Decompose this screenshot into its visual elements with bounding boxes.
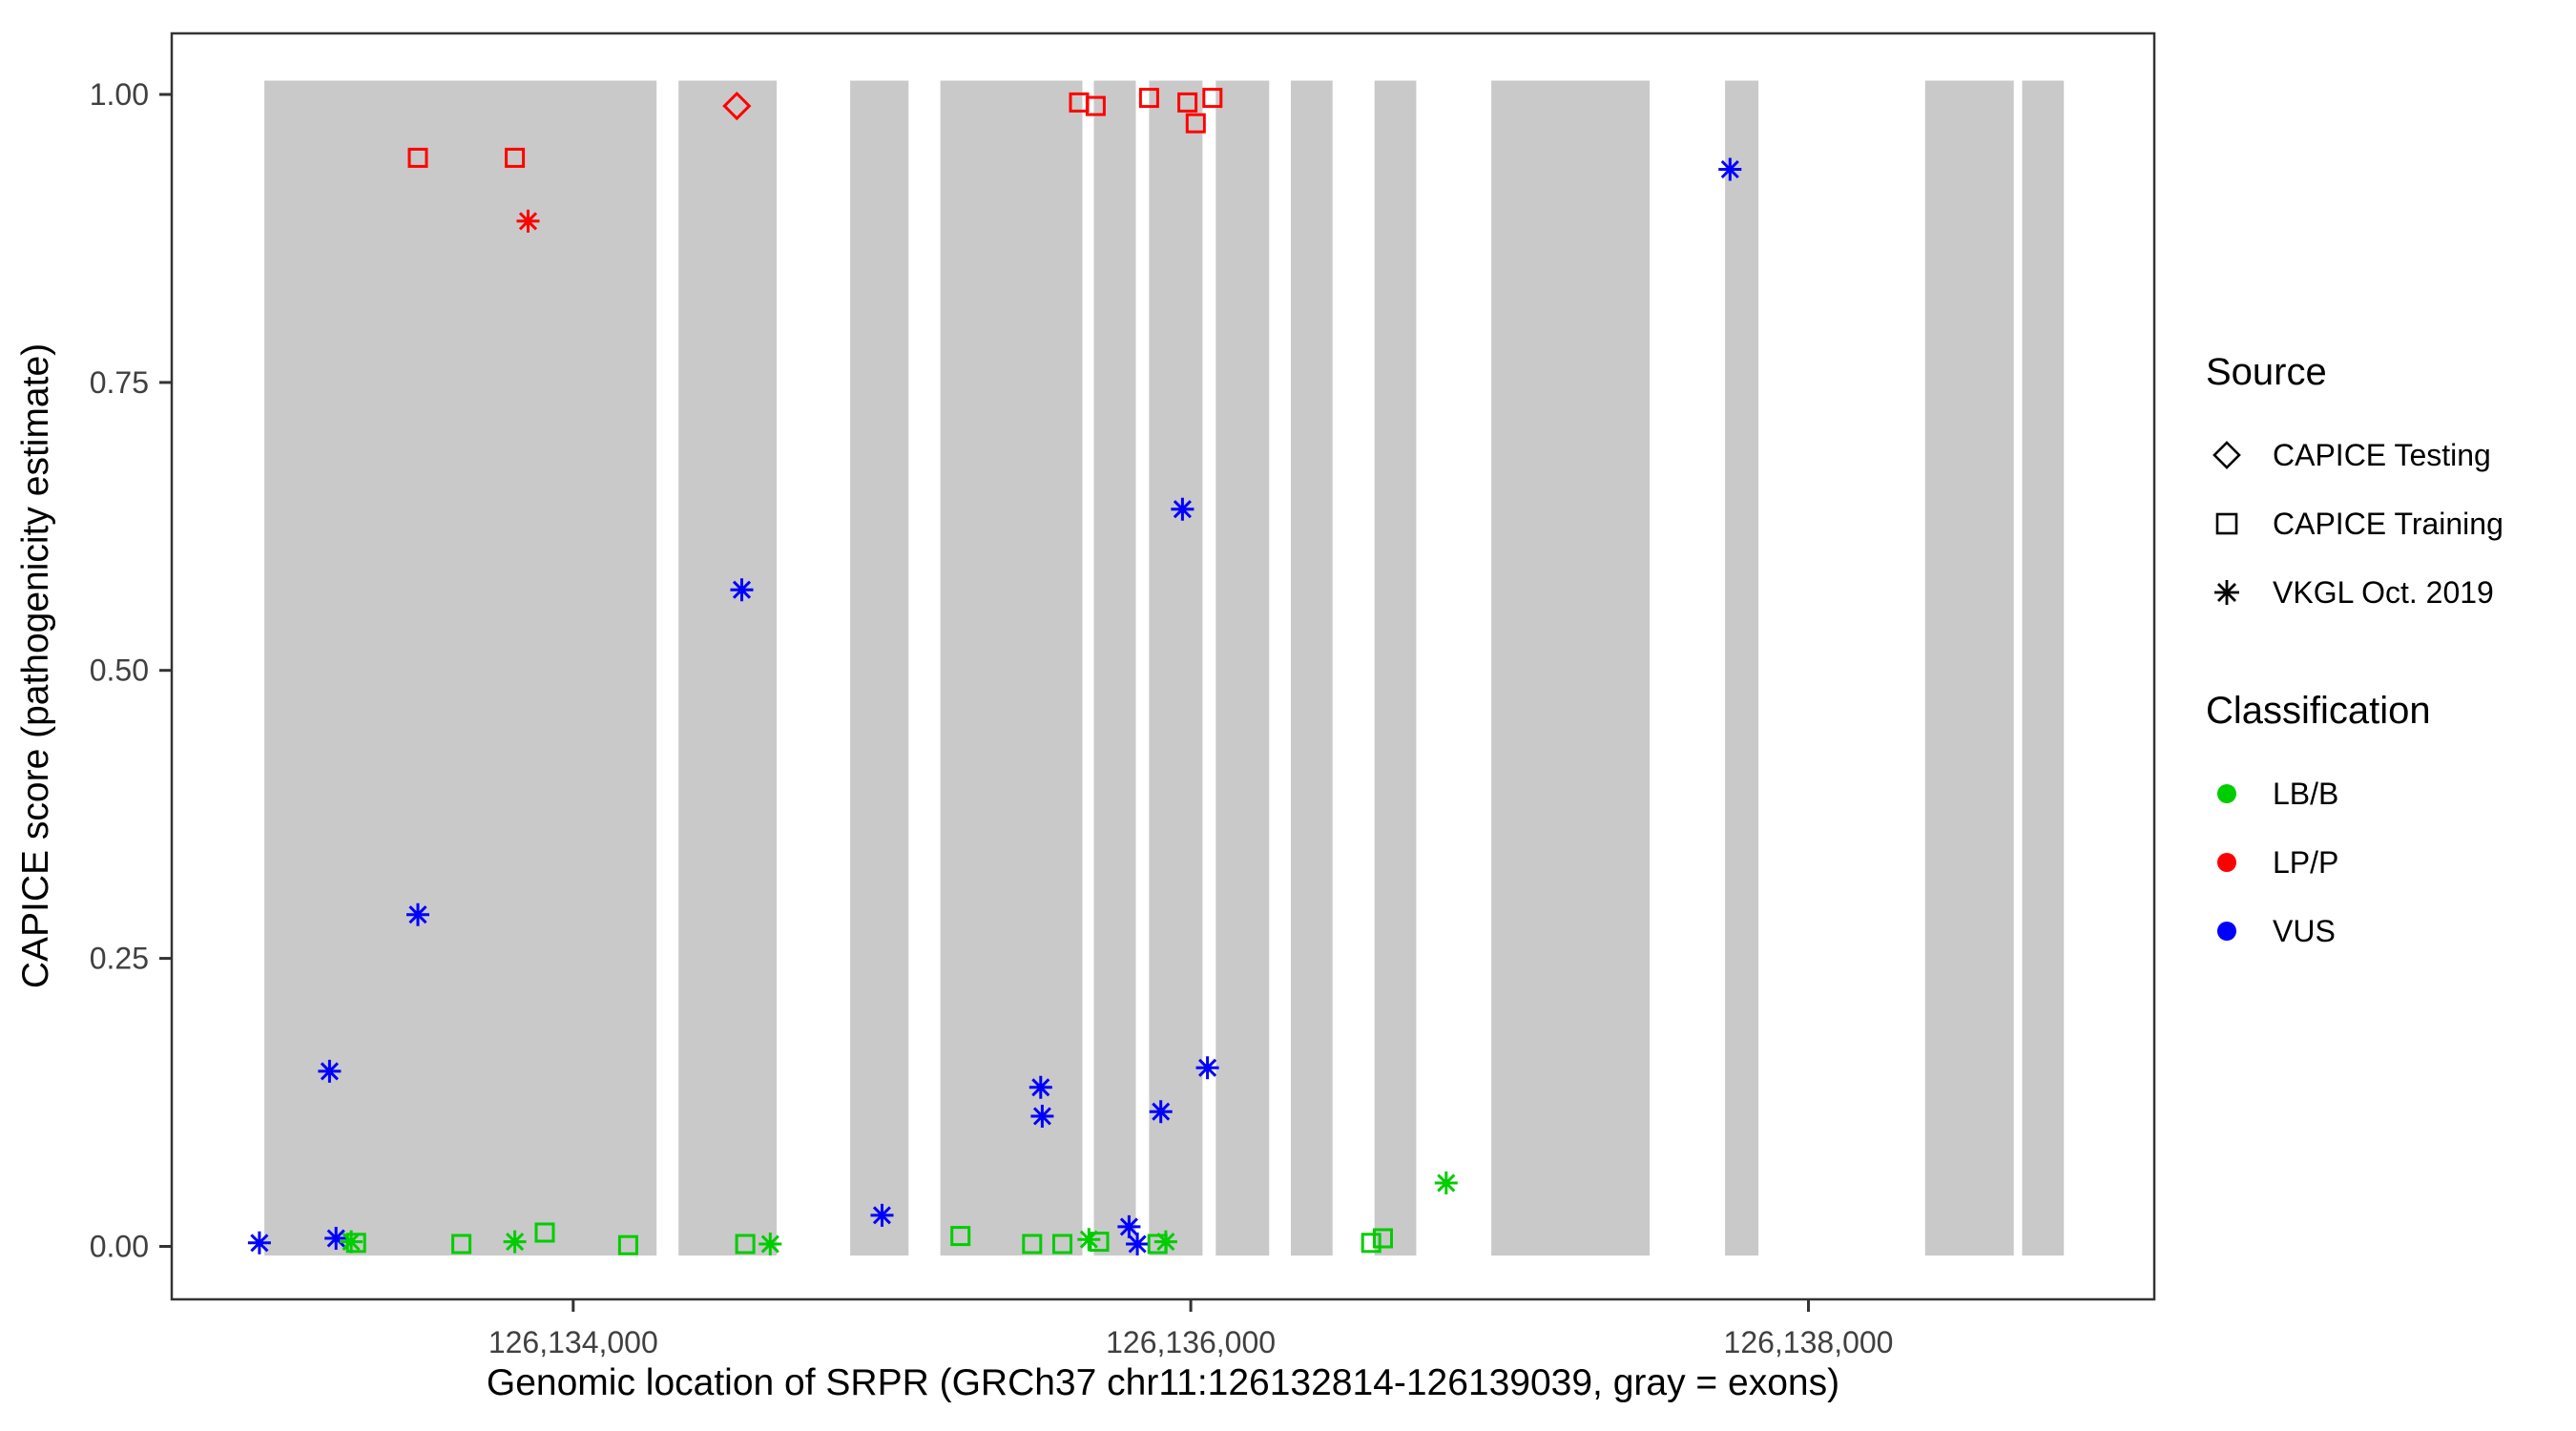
data-point [345,1233,366,1254]
data-point [505,147,526,168]
data-point [1202,88,1223,109]
legend: Source CAPICE Testing CAPICE Training VK… [2206,351,2503,1028]
data-point [1117,1214,1141,1238]
exon-band [850,80,909,1256]
legend-item-label: VUS [2273,913,2336,948]
data-point [318,1059,342,1083]
data-point [1185,113,1206,134]
blue-dot-icon [2217,922,2236,941]
data-point [1138,88,1159,109]
data-point [503,1230,527,1254]
data-point [1177,92,1198,113]
data-point [406,902,429,926]
data-point [1126,1233,1150,1255]
legend-item-capice-testing: CAPICE Testing [2206,421,2503,489]
square-open-icon [2215,512,2238,535]
legend-item-vus: VUS [2206,897,2503,965]
legend-item-label: CAPICE Testing [2273,437,2491,472]
exon-band [2022,80,2065,1256]
series-lpp-asterisk [516,209,540,233]
exon-band [678,80,778,1256]
series-lbb-square-open [345,1222,1393,1255]
exon-band [1924,80,2014,1256]
diamond-open-icon [2212,441,2241,469]
legend-item-label: LP/P [2273,844,2339,880]
data-point [1718,157,1742,181]
data-point [1434,1172,1458,1194]
data-point [324,1227,348,1250]
data-point [1147,1234,1168,1255]
data-point [407,147,428,168]
y-tick-label: 0.00 [90,1230,149,1264]
legend-item-label: VKGL Oct. 2019 [2273,574,2494,610]
data-point [534,1222,555,1243]
data-point [1022,1234,1043,1255]
exon-band [264,80,657,1256]
exon-band [1491,80,1651,1256]
data-point [730,578,754,602]
x-tick-label: 126,134,000 [488,1325,658,1359]
y-tick-label: 0.50 [90,653,149,688]
y-tick-label: 1.00 [90,77,149,112]
x-tick-label: 126,138,000 [1724,1325,1894,1359]
y-axis-title: CAPICE score (pathogenicity estimate) [15,342,56,989]
legend-title-classification: Classification [2206,690,2431,732]
data-point [950,1226,971,1247]
data-point [1171,497,1195,521]
series-lpp-square-open [407,88,1223,168]
data-point [1028,1075,1052,1099]
legend-title-source: Source [2206,351,2327,393]
data-point [617,1234,638,1255]
x-tick-label: 126,136,000 [1106,1325,1276,1359]
data-point [1085,95,1106,116]
exon-band [940,80,1083,1256]
data-point [451,1234,472,1255]
data-point [1195,1056,1219,1080]
legend-item-vkgl: VKGL Oct. 2019 [2206,558,2503,627]
exon-band [1725,80,1759,1256]
exon-band [1215,80,1270,1256]
exon-band [1374,80,1417,1256]
x-axis-title: Genomic location of SRPR (GRCh37 chr11:1… [486,1362,1840,1403]
legend-item-capice-training: CAPICE Training [2206,489,2503,558]
data-point [1361,1233,1381,1254]
data-point [1149,1100,1173,1124]
legend-item-label: LB/B [2273,776,2339,811]
data-point [758,1233,782,1255]
exon-band [1093,80,1136,1256]
legend-item-label: CAPICE Training [2273,506,2503,541]
series-lpp-diamond-open [722,91,752,121]
data-point [247,1231,271,1255]
y-tick-label: 0.75 [90,365,149,400]
data-point [1373,1228,1393,1249]
red-dot-icon [2217,853,2236,872]
exon-band [1291,80,1333,1256]
data-point [1077,1228,1101,1252]
y-tick-label: 0.25 [90,942,149,976]
data-point [516,209,540,233]
panel-border [170,31,2156,1301]
legend-section-source: Source CAPICE Testing CAPICE Training VK… [2206,351,2503,627]
legend-item-lpp: LP/P [2206,828,2503,897]
asterisk-icon [2214,580,2239,605]
data-point [735,1234,756,1255]
data-point [870,1203,894,1227]
legend-section-classification: Classification LB/B LP/P VUS [2206,690,2503,965]
green-dot-icon [2217,784,2236,803]
series-vus-asterisk [247,157,1742,1255]
data-point [340,1230,364,1254]
data-point [1052,1234,1072,1255]
exon-band [1149,80,1203,1256]
data-point [1030,1105,1054,1128]
legend-item-lbb: LB/B [2206,759,2503,828]
data-point [722,91,752,121]
data-point [1089,1232,1110,1253]
